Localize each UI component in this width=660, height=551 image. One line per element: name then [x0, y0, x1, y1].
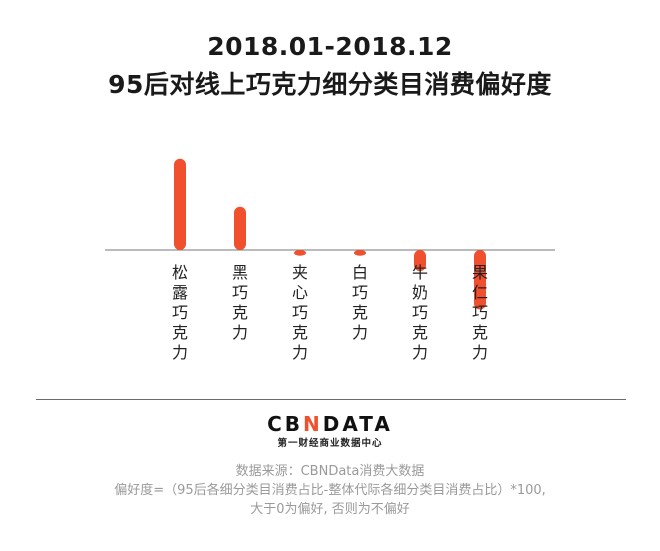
title-main: 95后对线上巧克力细分类目消费偏好度	[108, 70, 552, 99]
bar-3	[294, 250, 306, 256]
rule-note: 大于0为偏好, 否则为不偏好	[250, 502, 410, 517]
logo-accent-letter: N	[303, 412, 323, 436]
chart-notes: 数据来源：CBNData消费大数据 偏好度=（95后各细分类目消费占比-整体代际…	[0, 462, 660, 519]
logo-subtitle: 第一财经商业数据中心	[277, 438, 383, 449]
category-label-4: 白巧克力	[352, 263, 368, 342]
bar-5	[414, 250, 426, 272]
category-label-1: 松露巧克力	[172, 263, 188, 362]
logo-suffix: DATA	[322, 412, 393, 436]
footer-divider	[36, 399, 626, 400]
formula-note: 偏好度=（95后各细分类目消费占比-整体代际各细分类目消费占比）*100,	[114, 483, 546, 498]
bar-1	[174, 158, 186, 250]
bar-2	[234, 206, 246, 250]
category-label-2: 黑巧克力	[232, 263, 248, 342]
category-label-3: 夹心巧克力	[292, 263, 308, 362]
title-date-range: 2018.01-2018.12	[207, 32, 453, 61]
category-label-5: 牛奶巧克力	[412, 263, 428, 362]
chart-title: 2018.01-2018.12 95后对线上巧克力细分类目消费偏好度	[0, 28, 660, 104]
bar-chart: 松露巧克力 黑巧克力 夹心巧克力 白巧克力 牛奶巧克力 果仁巧克力	[105, 158, 555, 362]
category-label-6: 果仁巧克力	[472, 263, 488, 362]
brand-logo: CBNDATA 第一财经商业数据中心	[0, 411, 660, 451]
bar-6	[474, 250, 486, 310]
data-source-note: 数据来源：CBNData消费大数据	[235, 464, 425, 479]
logo-wordmark: CBNDATA	[0, 411, 660, 437]
bar-4	[354, 250, 366, 256]
logo-prefix: CB	[267, 412, 304, 436]
